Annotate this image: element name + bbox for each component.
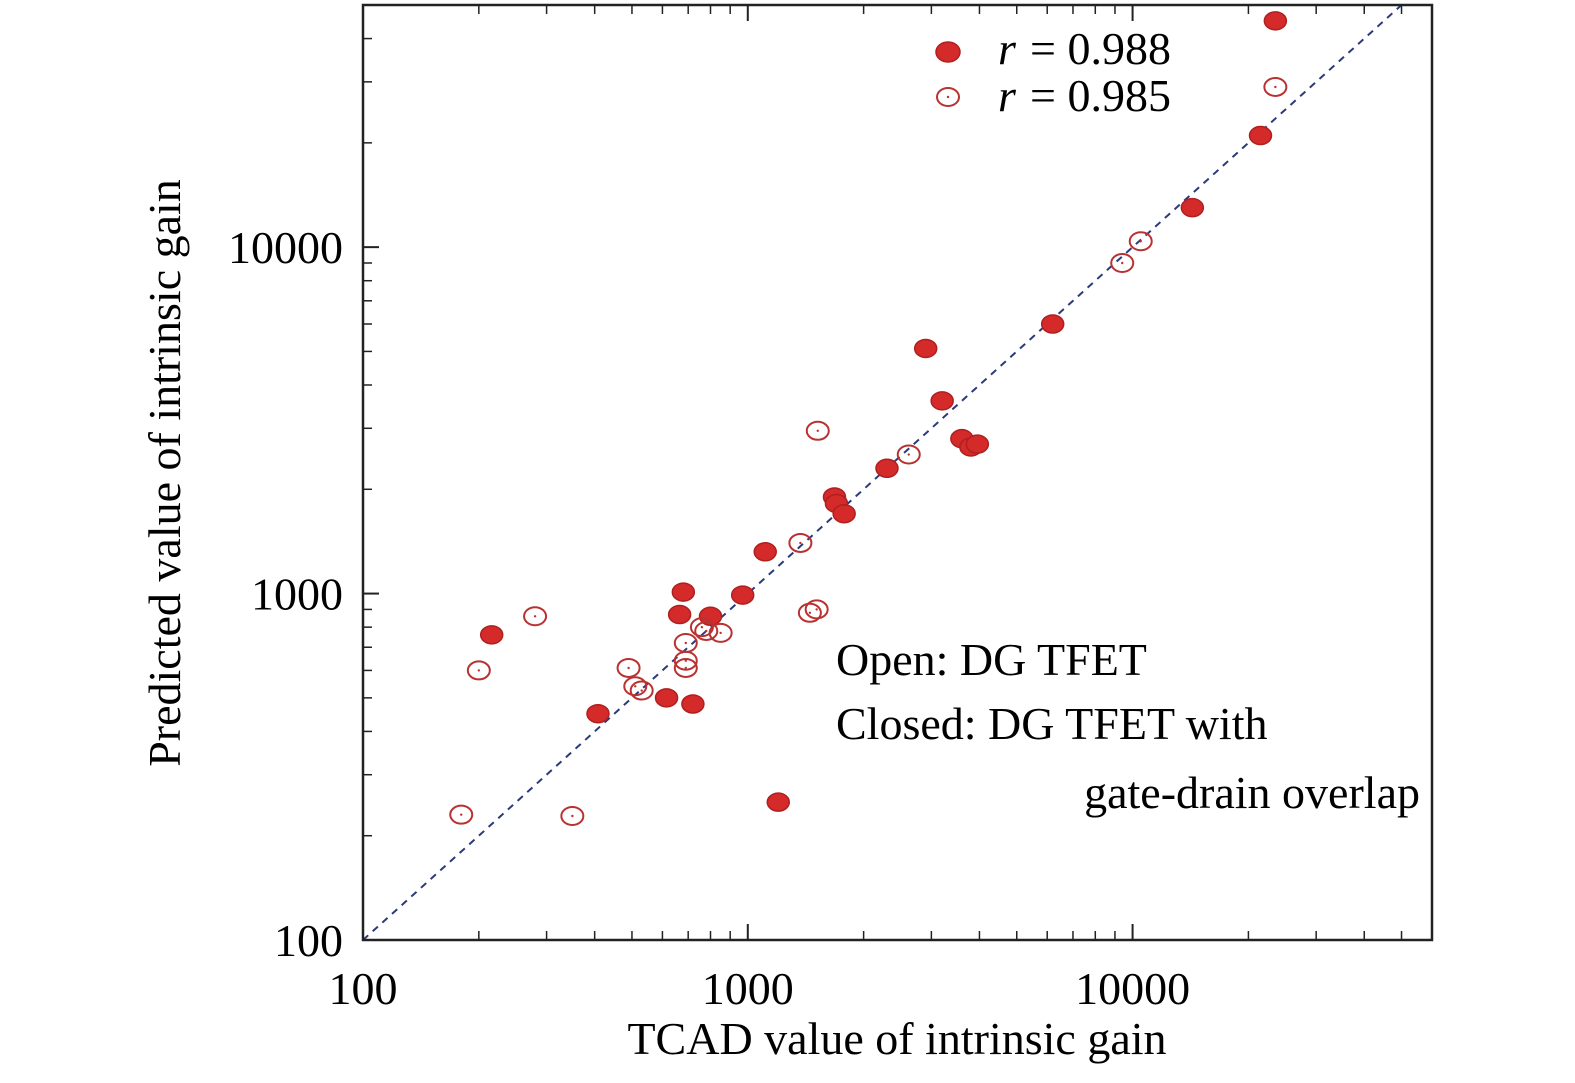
data-point-filled [1040, 314, 1065, 334]
data-point-open [896, 444, 921, 465]
data-point-filled [586, 703, 610, 724]
data-point-open-center [815, 608, 818, 611]
y-axis-label: Predicted value of intrinsic gain [139, 179, 190, 767]
data-point-open-center [627, 666, 630, 670]
data-point-open-center [684, 666, 687, 670]
data-point-open [804, 599, 829, 620]
data-point-filled [479, 625, 504, 645]
data-point-open-center [634, 685, 637, 688]
legend-marker-filled [935, 41, 961, 63]
data-point-filled [766, 792, 791, 812]
data-point-filled [930, 391, 954, 411]
data-point-filled [1180, 197, 1205, 218]
data-point-filled [1263, 11, 1288, 31]
data-point-open [623, 676, 648, 697]
data-point-filled [1248, 125, 1273, 146]
legend-var-filled: r [998, 23, 1017, 74]
data-point-open-center [477, 669, 481, 672]
data-point-filled [654, 688, 679, 708]
legend-marker-open [936, 87, 960, 107]
data-point-open-center [460, 813, 463, 816]
data-point-filled [681, 694, 705, 714]
y-tick-label-100: 100 [274, 915, 343, 966]
data-point-open [449, 804, 474, 825]
annotation-overlap: gate-drain overlap [1084, 767, 1420, 818]
data-point-open [616, 657, 641, 678]
data-point-filled [913, 338, 938, 359]
legend-value-filled: = 0.988 [1030, 23, 1171, 74]
legend-var-open: r [998, 70, 1017, 121]
data-point-open [1110, 252, 1135, 273]
data-point-filled [667, 604, 692, 625]
data-point-open-center [684, 659, 687, 662]
major-ticks [362, 5, 1134, 941]
data-point-open-center [705, 629, 708, 633]
data-point-filled [832, 503, 856, 524]
x-axis-label: TCAD value of intrinsic gain [627, 1013, 1166, 1064]
data-points-layer [449, 11, 1288, 827]
data-point-open [673, 657, 698, 678]
data-point-open [1128, 231, 1153, 252]
data-point-open [466, 660, 491, 681]
legend-value-open: = 0.985 [1030, 70, 1171, 121]
data-point-open [694, 620, 719, 641]
annotation-block: Open: DG TFET Closed: DG TFET with gate-… [836, 634, 1420, 818]
data-point-open [708, 622, 733, 643]
data-point-open-center [1121, 261, 1124, 265]
legend: r = 0.988 r = 0.985 [935, 23, 1171, 121]
x-tick-label-10000: 10000 [1075, 963, 1190, 1014]
data-point-filled [753, 542, 777, 562]
data-point-open-center [533, 615, 537, 618]
x-tick-label-100: 100 [329, 963, 398, 1014]
plot-frame [361, 3, 1434, 942]
data-point-open-center [640, 689, 643, 692]
data-point-filled [730, 585, 755, 605]
data-point-open-center [799, 541, 802, 545]
data-point-open-center [719, 631, 722, 635]
y-tick-label-10000: 10000 [228, 222, 343, 273]
data-point-open-center [700, 625, 704, 629]
annotation-closed: Closed: DG TFET with [836, 698, 1268, 749]
data-point-filled [671, 582, 696, 602]
annotation-open: Open: DG TFET [836, 634, 1147, 685]
y-tick-label-1000: 1000 [251, 569, 343, 620]
data-point-open [523, 606, 548, 627]
data-point-open [788, 532, 813, 553]
data-point-open [629, 680, 654, 701]
data-point-open-center [816, 429, 819, 433]
data-point-open [805, 420, 830, 441]
data-point-open-center [1139, 240, 1142, 243]
data-point-open [560, 806, 585, 827]
data-point-open-center [1274, 85, 1277, 89]
data-point-open [673, 650, 698, 671]
data-point-open-center [907, 453, 910, 456]
data-point-open-center [684, 641, 687, 645]
data-point-filled [875, 458, 899, 479]
data-point-open-center [808, 611, 812, 615]
minor-ticks [363, 5, 1403, 940]
x-tick-label-1000: 1000 [702, 963, 794, 1014]
data-point-open-center [571, 814, 574, 818]
data-point-filled [965, 434, 990, 454]
data-point-open [1263, 76, 1288, 97]
legend-marker-open-dot [946, 95, 950, 99]
data-point-open [797, 602, 822, 623]
data-point-filled [698, 606, 723, 627]
